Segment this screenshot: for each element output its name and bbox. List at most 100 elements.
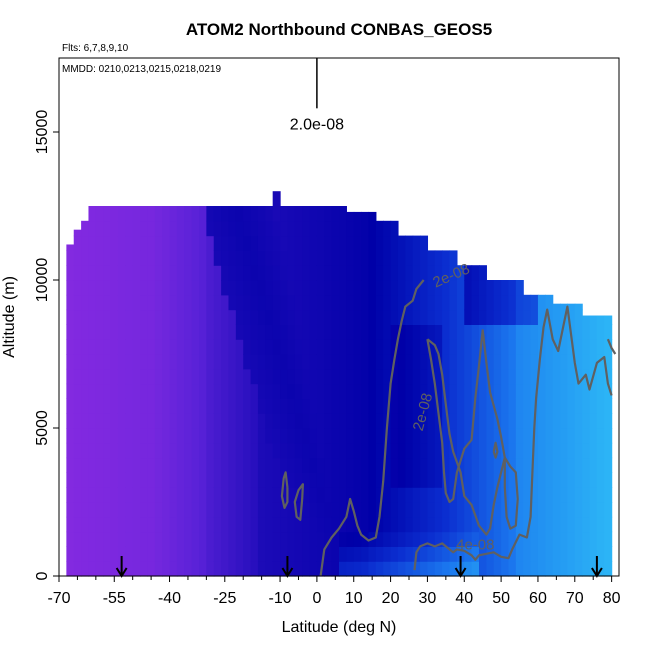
heatmap-cell xyxy=(250,339,259,355)
heatmap-cell xyxy=(552,354,561,370)
heatmap-cell xyxy=(235,265,244,281)
heatmap-cell xyxy=(324,383,333,399)
heatmap-cell xyxy=(147,339,156,355)
heatmap-cell xyxy=(383,309,392,325)
heatmap-cell xyxy=(81,487,90,503)
heatmap-cell xyxy=(405,502,414,518)
heatmap-cell xyxy=(339,354,347,370)
heatmap-cell xyxy=(162,250,171,266)
heatmap-cell xyxy=(73,354,82,370)
heatmap-cell xyxy=(176,457,185,473)
heatmap-cell xyxy=(390,546,399,562)
heatmap-cell xyxy=(456,442,465,459)
heatmap-cell xyxy=(103,383,112,399)
heatmap-cell xyxy=(132,428,141,444)
heatmap-cell xyxy=(361,561,370,577)
heatmap-cell xyxy=(449,368,458,385)
heatmap-cell xyxy=(537,502,546,518)
heatmap-cell xyxy=(213,206,222,222)
heatmap-cell xyxy=(228,457,237,473)
heatmap-cell xyxy=(147,398,156,414)
heatmap-cell xyxy=(582,413,591,429)
heatmap-cell xyxy=(375,457,384,473)
heatmap-cell xyxy=(147,220,156,237)
heatmap-cell xyxy=(162,354,171,370)
heatmap-cell xyxy=(132,516,141,533)
heatmap-cell xyxy=(552,428,561,444)
heatmap-cell xyxy=(449,546,458,562)
heatmap-cell xyxy=(81,265,90,281)
heatmap-cell xyxy=(375,516,384,533)
heatmap-cell xyxy=(73,265,82,281)
heatmap-cell xyxy=(434,546,443,562)
heatmap-cell xyxy=(375,324,384,340)
heatmap-cell xyxy=(169,428,178,444)
heatmap-cell xyxy=(574,442,583,459)
heatmap-cell xyxy=(493,309,502,325)
heatmap-cell xyxy=(206,516,215,533)
heatmap-cell xyxy=(552,516,561,533)
heatmap-cell xyxy=(420,265,429,281)
heatmap-cell xyxy=(199,561,207,577)
heatmap-cell xyxy=(125,294,134,311)
heatmap-cell xyxy=(132,206,141,222)
heatmap-cell xyxy=(523,472,532,488)
heatmap-cell xyxy=(508,309,517,325)
heatmap-cell xyxy=(383,294,392,311)
heatmap-cell xyxy=(552,383,561,399)
heatmap-cell xyxy=(523,309,532,325)
heatmap-cell xyxy=(147,383,156,399)
heatmap-cell xyxy=(493,383,502,399)
heatmap-cell xyxy=(257,354,266,370)
heatmap-cell xyxy=(257,442,266,459)
heatmap-cell xyxy=(294,516,303,533)
contour-edge xyxy=(606,338,617,355)
heatmap-cell xyxy=(110,442,119,459)
heatmap-cell xyxy=(228,383,237,399)
heatmap-cell xyxy=(449,502,458,518)
heatmap-cell xyxy=(117,368,126,385)
x-tick-label: 50 xyxy=(492,590,510,607)
heatmap-cell xyxy=(368,502,377,518)
heatmap-cell xyxy=(250,280,259,296)
heatmap-cell xyxy=(95,531,104,547)
heatmap-cell xyxy=(272,280,281,296)
heatmap-cell xyxy=(169,235,178,251)
heatmap-cell xyxy=(199,502,207,518)
heatmap-cell xyxy=(434,472,443,488)
heatmap-cell xyxy=(361,324,370,340)
heatmap-cell xyxy=(515,428,524,444)
heatmap-cell xyxy=(302,516,311,533)
heatmap-cell xyxy=(383,531,392,547)
heatmap-cell xyxy=(88,250,97,266)
y-tick-label: 5000 xyxy=(34,410,51,446)
heatmap-cell xyxy=(331,413,340,429)
heatmap-cell xyxy=(176,280,185,296)
heatmap-cell xyxy=(434,502,443,518)
heatmap-cell xyxy=(206,546,215,562)
heatmap-cell xyxy=(272,398,281,414)
heatmap-cell xyxy=(331,294,340,311)
heatmap-cell xyxy=(442,502,451,518)
heatmap-cell xyxy=(73,457,82,473)
heatmap-cell xyxy=(309,502,318,518)
heatmap-cell xyxy=(280,398,289,414)
heatmap-cell xyxy=(191,206,200,222)
heatmap-cell xyxy=(228,206,237,222)
heatmap-cell xyxy=(265,457,274,473)
heatmap-cell xyxy=(464,502,473,518)
heatmap-cell xyxy=(176,354,185,370)
heatmap-cell xyxy=(479,280,487,296)
heatmap-cell xyxy=(243,368,252,385)
heatmap-cell xyxy=(228,428,237,444)
heatmap-cell xyxy=(375,250,384,266)
heatmap-cell xyxy=(596,457,605,473)
heatmap-cell xyxy=(412,442,421,459)
heatmap-cell xyxy=(405,354,414,370)
heatmap-cell xyxy=(265,413,274,429)
heatmap-cell xyxy=(81,354,90,370)
y-tick-label: 10000 xyxy=(34,258,51,303)
heatmap-cell xyxy=(582,428,591,444)
heatmap-cell xyxy=(515,354,524,370)
heatmap-cell xyxy=(420,309,429,325)
